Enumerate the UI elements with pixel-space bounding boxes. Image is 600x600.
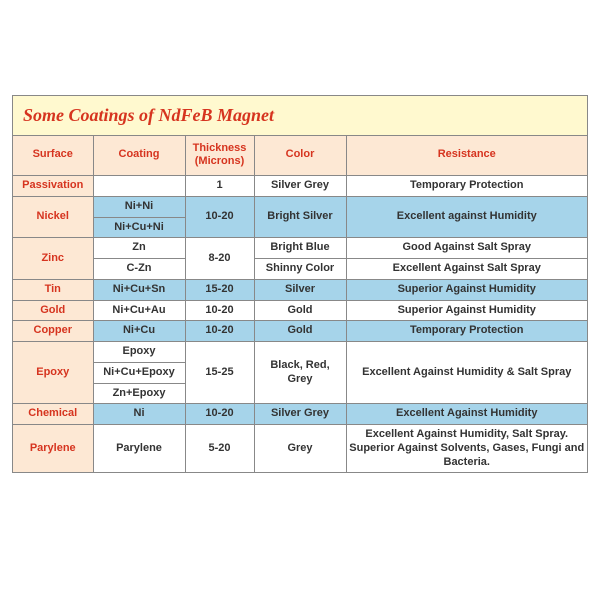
resistance-cell: Temporary Protection [346, 176, 588, 197]
resistance-cell: Excellent Against Salt Spray [346, 259, 588, 280]
coating-cell: Ni [93, 404, 185, 425]
surface-cell: Chemical [13, 404, 94, 425]
surface-cell: Nickel [13, 196, 94, 238]
thickness-cell: 10-20 [185, 196, 254, 238]
thickness-cell: 15-20 [185, 279, 254, 300]
header-surface: Surface [13, 135, 94, 176]
surface-cell: Passivation [13, 176, 94, 197]
header-thickness: Thickness (Microns) [185, 135, 254, 176]
header-coating: Coating [93, 135, 185, 176]
resistance-cell: Superior Against Humidity [346, 279, 588, 300]
coating-cell: Parylene [93, 425, 185, 473]
color-cell: Silver Grey [254, 176, 346, 197]
thickness-cell: 15-25 [185, 342, 254, 404]
coating-cell: Ni+Cu [93, 321, 185, 342]
coating-cell: Ni+Cu+Au [93, 300, 185, 321]
coating-cell: C-Zn [93, 259, 185, 280]
header-color: Color [254, 135, 346, 176]
color-cell: Shinny Color [254, 259, 346, 280]
coating-cell: Epoxy [93, 342, 185, 363]
surface-cell: Gold [13, 300, 94, 321]
color-cell: Grey [254, 425, 346, 473]
color-cell: Silver [254, 279, 346, 300]
table-title: Some Coatings of NdFeB Magnet [13, 96, 588, 136]
color-cell: Gold [254, 321, 346, 342]
color-cell: Bright Blue [254, 238, 346, 259]
surface-cell: Epoxy [13, 342, 94, 404]
coating-cell: Ni+Cu+Epoxy [93, 362, 185, 383]
coating-cell: Ni+Cu+Sn [93, 279, 185, 300]
thickness-cell: 8-20 [185, 238, 254, 280]
color-cell: Gold [254, 300, 346, 321]
coating-cell [93, 176, 185, 197]
thickness-cell: 5-20 [185, 425, 254, 473]
surface-cell: Zinc [13, 238, 94, 280]
resistance-cell: Excellent against Humidity [346, 196, 588, 238]
coating-cell: Ni+Cu+Ni [93, 217, 185, 238]
resistance-cell: Excellent Against Humidity, Salt Spray. … [346, 425, 588, 473]
color-cell: Silver Grey [254, 404, 346, 425]
resistance-cell: Superior Against Humidity [346, 300, 588, 321]
header-resistance: Resistance [346, 135, 588, 176]
thickness-cell: 10-20 [185, 404, 254, 425]
resistance-cell: Excellent Against Humidity [346, 404, 588, 425]
coating-cell: Zn+Epoxy [93, 383, 185, 404]
coating-cell: Ni+Ni [93, 196, 185, 217]
coating-cell: Zn [93, 238, 185, 259]
thickness-cell: 10-20 [185, 321, 254, 342]
coatings-table: Some Coatings of NdFeB MagnetSurfaceCoat… [12, 95, 588, 473]
surface-cell: Copper [13, 321, 94, 342]
resistance-cell: Temporary Protection [346, 321, 588, 342]
surface-cell: Parylene [13, 425, 94, 473]
thickness-cell: 1 [185, 176, 254, 197]
color-cell: Black, Red, Grey [254, 342, 346, 404]
surface-cell: Tin [13, 279, 94, 300]
thickness-cell: 10-20 [185, 300, 254, 321]
coatings-table-container: Some Coatings of NdFeB MagnetSurfaceCoat… [12, 95, 588, 473]
color-cell: Bright Silver [254, 196, 346, 238]
resistance-cell: Excellent Against Humidity & Salt Spray [346, 342, 588, 404]
resistance-cell: Good Against Salt Spray [346, 238, 588, 259]
